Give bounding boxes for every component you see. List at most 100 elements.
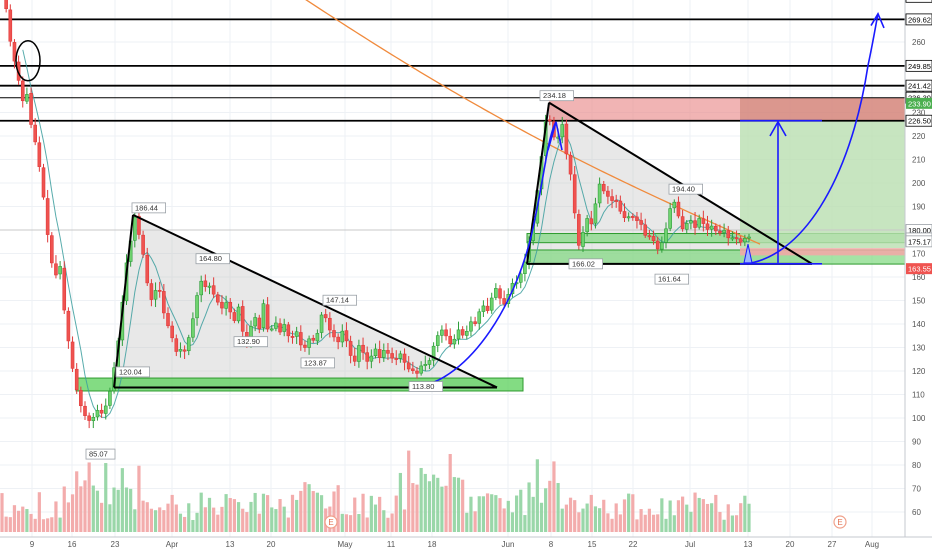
candle-body	[572, 174, 577, 214]
volume-bar	[66, 502, 70, 532]
candle-body	[20, 80, 25, 102]
volume-bar	[0, 493, 4, 532]
candle-body	[464, 330, 469, 336]
candle-body	[469, 321, 473, 332]
volume-bar	[718, 511, 722, 532]
volume-bar	[336, 485, 340, 532]
volume-bar	[407, 450, 411, 532]
volume-bar	[427, 481, 432, 532]
candle-body	[12, 42, 17, 62]
price-annotation: 147.14	[326, 296, 349, 305]
volume-bar	[187, 503, 191, 532]
volume-bar	[415, 484, 419, 532]
candle-body	[398, 353, 403, 359]
candle-body	[361, 344, 365, 353]
volume-bar	[70, 494, 75, 532]
candle-body	[680, 216, 685, 230]
price-annotation-box	[85, 448, 116, 460]
volume-bar	[535, 459, 539, 532]
candle-body	[660, 242, 664, 250]
volume-bar	[585, 503, 589, 532]
horizontal-levels[interactable]	[0, 0, 905, 231]
time-tick-label: 20	[786, 540, 795, 549]
candle-body	[311, 337, 316, 341]
volume-bar	[183, 516, 187, 532]
triangle-left-edge-b	[132, 213, 498, 389]
candle-body	[601, 184, 606, 192]
candle-body	[66, 310, 71, 342]
volume-bar	[689, 511, 693, 532]
volume-bar	[681, 496, 685, 532]
price-tick-label: 170	[912, 250, 926, 259]
price-annotation-box	[568, 258, 603, 270]
candle-body	[203, 280, 208, 287]
price-annotation: 186.44	[135, 203, 158, 212]
candle-body	[83, 405, 87, 416]
candle-body	[74, 368, 79, 391]
candle-body	[149, 283, 154, 300]
volume-bar	[249, 501, 253, 532]
time-axis[interactable]: 9 16 23 Apr 13 20 May 11 18 Jun 8 15 22 Jul 13 20 27 Aug	[0, 536, 932, 550]
earnings-event-label: E	[837, 518, 842, 527]
volume-bar	[639, 509, 643, 532]
volume-bar	[693, 492, 697, 532]
price-tick-label: 150	[912, 297, 926, 306]
candle-body	[726, 230, 731, 239]
candle-body	[307, 338, 311, 348]
candle-body	[440, 329, 444, 336]
volume-bar	[502, 508, 506, 532]
candle-body	[697, 218, 702, 228]
candle-body	[178, 349, 183, 352]
price-annotation-box	[195, 253, 230, 265]
volume-bar	[477, 496, 481, 532]
candle-body	[220, 301, 224, 309]
highlight-ellipse	[15, 40, 41, 82]
volume-bar	[178, 513, 183, 532]
volume-bar	[378, 496, 382, 532]
candle-body	[240, 306, 245, 332]
candle-body	[423, 364, 428, 366]
volume-bar	[448, 454, 452, 532]
candle-body	[373, 348, 378, 357]
candle-body	[743, 238, 747, 243]
time-tick-label: 9	[30, 540, 35, 549]
time-tick-label: Aug	[865, 540, 879, 549]
candle-body	[651, 236, 656, 241]
volume-bar	[153, 510, 158, 532]
price-axis[interactable]: 6070809010011012013014015016017018019020…	[904, 0, 932, 537]
time-tick-label: 13	[226, 540, 235, 549]
volume-bar	[643, 514, 647, 532]
candle-body	[734, 237, 739, 240]
long-moving-average	[305, 0, 761, 245]
price-axis-tag-box	[906, 97, 932, 109]
time-tick-label: 15	[588, 540, 597, 549]
candle-body	[618, 200, 623, 212]
price-tick-label: 70	[912, 485, 921, 494]
candle-body	[274, 322, 278, 329]
candle-body	[265, 304, 270, 330]
volume-bar	[108, 504, 112, 532]
volume-bar	[158, 507, 162, 532]
price-tick-label: 210	[912, 156, 926, 165]
candle-body	[328, 317, 332, 331]
volume-bar	[174, 504, 178, 532]
candle-body	[170, 325, 174, 339]
volume-bar	[319, 495, 324, 532]
volume-bar	[668, 500, 672, 532]
candle-body	[224, 302, 228, 309]
volume-bar	[734, 515, 739, 532]
candle-body	[290, 336, 295, 338]
volume-bar	[672, 515, 676, 532]
candle-body	[357, 345, 361, 362]
candle-body	[622, 211, 627, 218]
candle-body	[606, 190, 610, 197]
candle-body	[664, 228, 668, 243]
candle-body	[303, 344, 307, 348]
volume-bar	[469, 496, 473, 532]
volume-bar	[25, 509, 29, 532]
target-arrowhead	[769, 120, 787, 137]
volume-bar	[216, 514, 220, 532]
candle-body	[684, 223, 689, 230]
